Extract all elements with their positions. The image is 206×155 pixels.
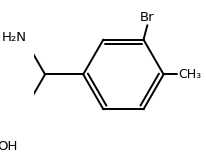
Text: H₂N: H₂N (1, 31, 27, 44)
Text: CH₃: CH₃ (178, 68, 201, 81)
Text: Br: Br (140, 11, 155, 24)
Text: OH: OH (0, 140, 18, 153)
